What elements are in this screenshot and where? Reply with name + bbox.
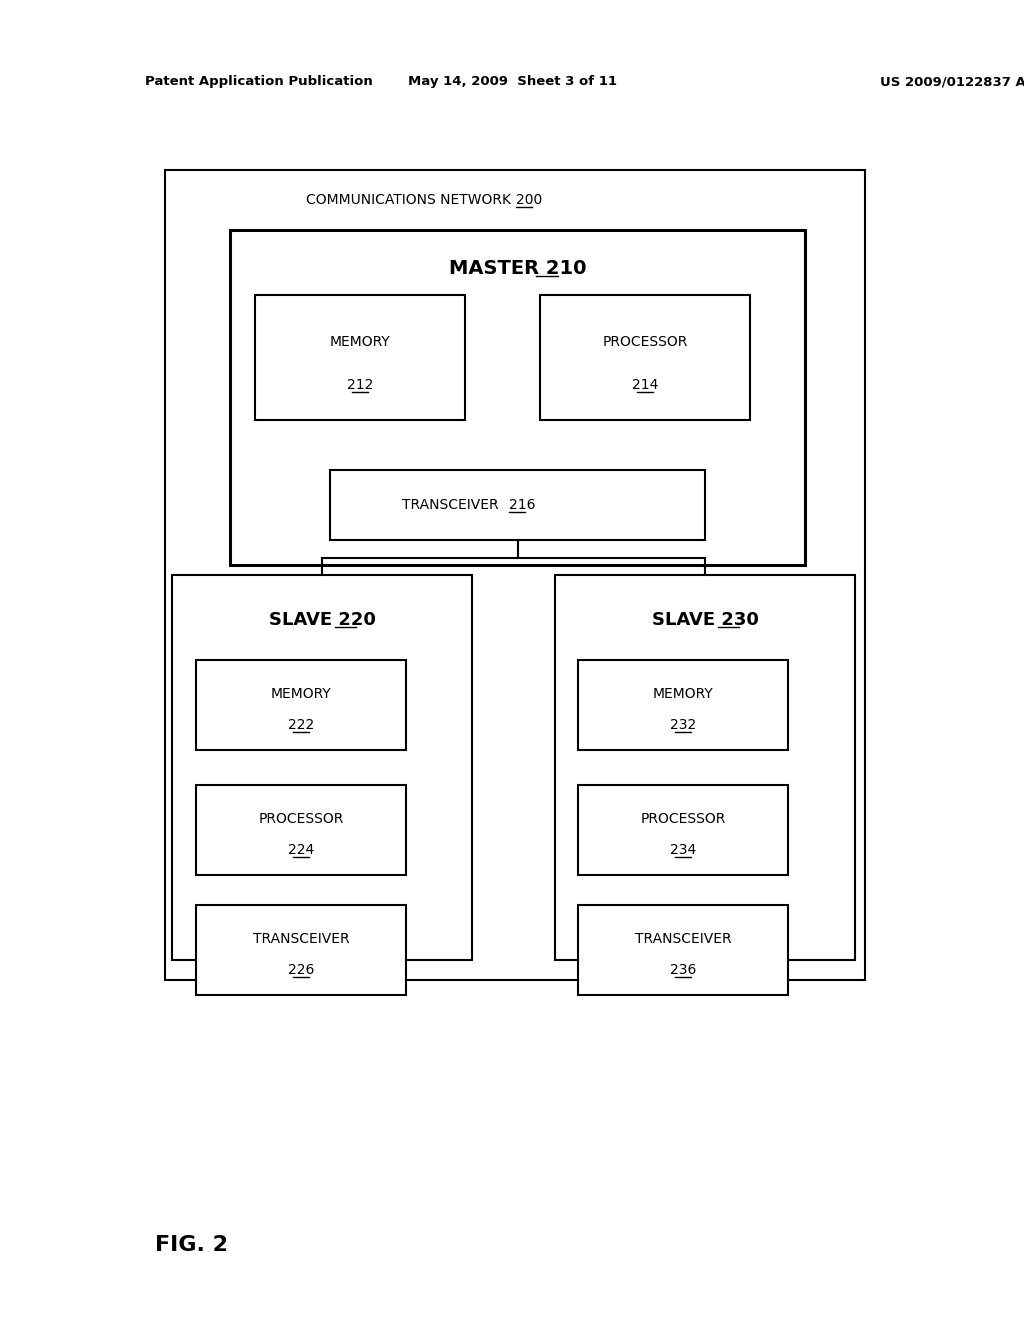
Text: 224: 224 bbox=[288, 842, 314, 857]
Text: 236: 236 bbox=[670, 962, 696, 977]
Text: 232: 232 bbox=[670, 718, 696, 731]
Text: MASTER 210: MASTER 210 bbox=[449, 259, 587, 277]
Text: TRANSCEIVER: TRANSCEIVER bbox=[402, 498, 508, 512]
Bar bbox=[578, 785, 788, 875]
Bar bbox=[330, 470, 705, 540]
Text: 226: 226 bbox=[288, 962, 314, 977]
Text: TRANSCEIVER: TRANSCEIVER bbox=[635, 932, 731, 946]
Bar bbox=[196, 785, 406, 875]
Bar bbox=[196, 660, 406, 750]
Text: US 2009/0122837 A1: US 2009/0122837 A1 bbox=[880, 75, 1024, 88]
Text: 200: 200 bbox=[516, 193, 543, 207]
Text: Patent Application Publication: Patent Application Publication bbox=[145, 75, 373, 88]
Bar bbox=[578, 906, 788, 995]
Text: 216: 216 bbox=[510, 498, 536, 512]
Text: 214: 214 bbox=[632, 378, 658, 392]
Text: COMMUNICATIONS NETWORK: COMMUNICATIONS NETWORK bbox=[305, 193, 515, 207]
Text: MEMORY: MEMORY bbox=[330, 335, 390, 350]
Text: MEMORY: MEMORY bbox=[270, 688, 332, 701]
Bar bbox=[172, 576, 472, 960]
Text: MEMORY: MEMORY bbox=[652, 688, 714, 701]
Bar bbox=[196, 906, 406, 995]
Text: PROCESSOR: PROCESSOR bbox=[602, 335, 688, 350]
Text: PROCESSOR: PROCESSOR bbox=[258, 812, 344, 826]
Bar bbox=[255, 294, 465, 420]
Bar bbox=[578, 660, 788, 750]
Bar bbox=[540, 294, 750, 420]
Text: TRANSCEIVER: TRANSCEIVER bbox=[253, 932, 349, 946]
Text: SLAVE 220: SLAVE 220 bbox=[268, 611, 376, 630]
Text: 222: 222 bbox=[288, 718, 314, 731]
Text: 212: 212 bbox=[347, 378, 373, 392]
Text: May 14, 2009  Sheet 3 of 11: May 14, 2009 Sheet 3 of 11 bbox=[408, 75, 616, 88]
Text: PROCESSOR: PROCESSOR bbox=[640, 812, 726, 826]
Bar bbox=[555, 576, 855, 960]
Text: SLAVE 230: SLAVE 230 bbox=[651, 611, 759, 630]
Text: FIG. 2: FIG. 2 bbox=[155, 1236, 228, 1255]
Bar bbox=[165, 170, 865, 979]
Text: 234: 234 bbox=[670, 842, 696, 857]
Bar bbox=[230, 230, 805, 565]
